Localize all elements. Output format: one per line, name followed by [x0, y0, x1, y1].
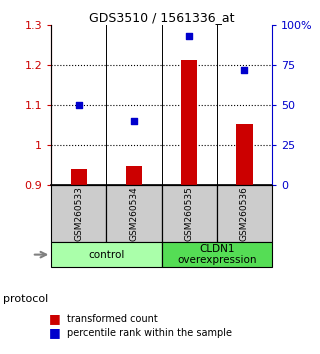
- Point: [242, 67, 247, 73]
- Title: GDS3510 / 1561336_at: GDS3510 / 1561336_at: [89, 11, 234, 24]
- Bar: [51, 242, 162, 267]
- Bar: [70, 169, 87, 185]
- Text: percentile rank within the sample: percentile rank within the sample: [67, 328, 232, 338]
- Text: CLDN1
overexpression: CLDN1 overexpression: [177, 244, 257, 266]
- Bar: [51, 185, 106, 242]
- Bar: [236, 124, 253, 185]
- Text: protocol: protocol: [3, 294, 48, 304]
- Bar: [162, 185, 217, 242]
- Text: GSM260536: GSM260536: [240, 186, 249, 241]
- Text: transformed count: transformed count: [67, 314, 158, 324]
- Point: [132, 118, 137, 124]
- Text: ■: ■: [49, 312, 60, 325]
- Text: GSM260533: GSM260533: [74, 186, 83, 241]
- Text: GSM260535: GSM260535: [185, 186, 194, 241]
- Bar: [106, 185, 162, 242]
- Bar: [181, 60, 197, 185]
- Text: ■: ■: [49, 326, 60, 339]
- Bar: [162, 242, 272, 267]
- Point: [187, 33, 192, 39]
- Bar: [126, 166, 142, 185]
- Text: control: control: [88, 250, 124, 259]
- Point: [76, 102, 81, 108]
- Bar: [217, 185, 272, 242]
- Text: GSM260534: GSM260534: [130, 186, 139, 241]
